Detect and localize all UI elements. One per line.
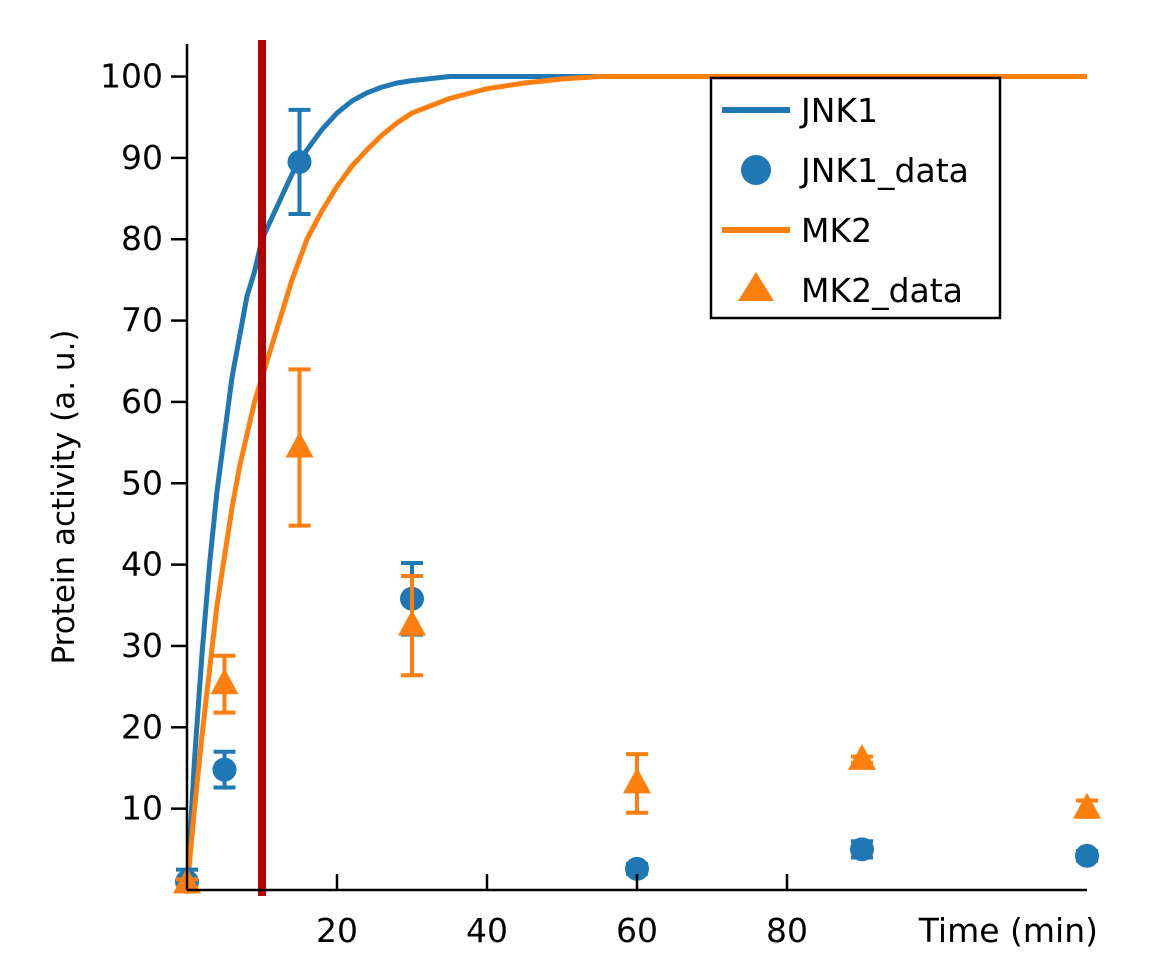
x-tick-label: 40 bbox=[466, 911, 508, 950]
series-line-mk2 bbox=[184, 74, 1087, 891]
legend-swatch-mk2-data bbox=[738, 272, 774, 301]
y-tick-label: 90 bbox=[121, 138, 163, 177]
mk2-data-point bbox=[1073, 792, 1101, 819]
y-axis-label: Protein activity (a. u.) bbox=[46, 329, 82, 664]
mk2-data-point bbox=[848, 743, 876, 770]
x-tick-label: 80 bbox=[766, 911, 808, 950]
legend-swatch-jnk1-data bbox=[741, 155, 771, 185]
x-tick-label: 60 bbox=[616, 911, 658, 950]
jnk1-data-point bbox=[625, 856, 649, 881]
legend-label-mk2: MK2 bbox=[801, 211, 872, 250]
y-tick-label: 10 bbox=[121, 789, 163, 828]
jnk1-data-point bbox=[287, 149, 312, 174]
y-tick-label: 60 bbox=[121, 382, 163, 421]
jnk1-data-point bbox=[850, 837, 874, 862]
mk2-data-point bbox=[210, 668, 239, 695]
x-tick-label: 20 bbox=[316, 911, 358, 950]
y-tick-label: 30 bbox=[121, 626, 163, 665]
y-tick-label: 70 bbox=[121, 301, 163, 340]
mk2-data-point bbox=[285, 431, 314, 458]
x-axis-label: Time (min) bbox=[918, 911, 1098, 950]
y-tick-label: 20 bbox=[121, 707, 163, 746]
mk2-data-point bbox=[623, 767, 651, 794]
mk2-data-point bbox=[398, 609, 426, 636]
legend-label-jnk1: JNK1 bbox=[799, 91, 878, 130]
jnk1-data-point bbox=[1075, 843, 1099, 868]
y-tick-label: 100 bbox=[100, 57, 163, 96]
series-line-jnk1 bbox=[184, 74, 1087, 891]
ticks: 10 20 30 40 50 60 70 80 90 100 20 40 60 80 bbox=[100, 57, 808, 950]
y-tick-label: 40 bbox=[121, 545, 163, 584]
y-tick-label: 80 bbox=[121, 219, 163, 258]
series-lines bbox=[184, 74, 1087, 891]
legend-label-mk2-data: MK2_data bbox=[801, 271, 963, 310]
jnk1-data-point bbox=[212, 757, 237, 782]
legend-label-jnk1-data: JNK1_data bbox=[799, 151, 969, 190]
y-tick-label: 50 bbox=[121, 463, 163, 502]
legend: JNK1 JNK1_data MK2 MK2_data bbox=[709, 76, 1002, 320]
